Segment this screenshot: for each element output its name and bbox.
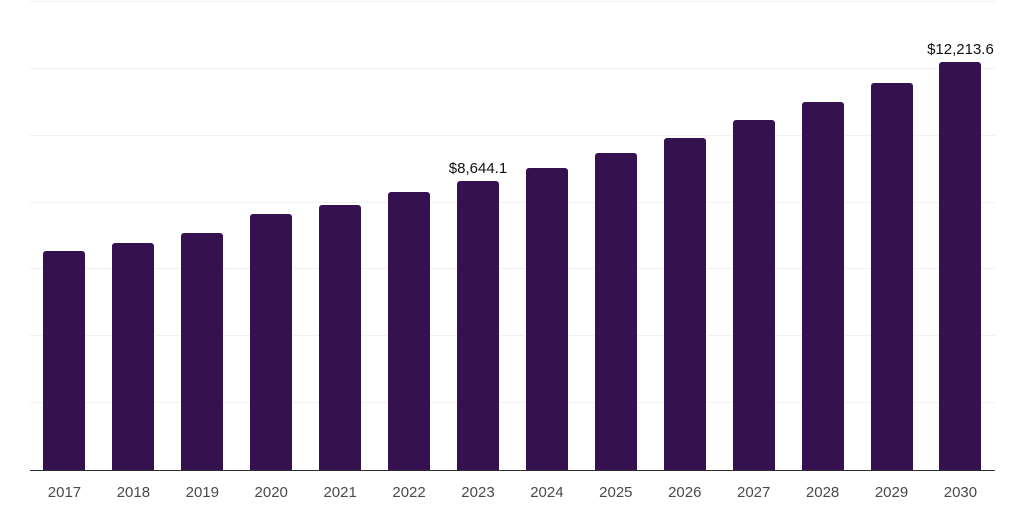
bar-slot: [788, 2, 857, 470]
plot-area: $8,644.1 $12,213.6: [30, 1, 995, 471]
bar-2019: [181, 233, 224, 470]
x-tick-label-2025: 2025: [599, 484, 633, 501]
gridline: [30, 335, 995, 337]
bar-2025: [594, 152, 637, 470]
gridline: [30, 268, 995, 270]
bar-2027: [732, 120, 775, 470]
gridline: [30, 67, 995, 69]
bar-2018: [112, 242, 155, 470]
x-tick-label-2029: 2029: [874, 484, 909, 501]
x-tick-label-2020: 2020: [254, 484, 288, 501]
x-tick-label-2027: 2027: [736, 484, 771, 501]
x-tick-label-2017: 2017: [47, 484, 82, 501]
bar-2024: [525, 167, 568, 470]
bar-slot: $12,213.6: [926, 2, 995, 470]
bar-slot: [512, 2, 581, 470]
bar-2022: [388, 191, 431, 470]
bar-2021: [319, 204, 362, 470]
bar-slot: $8,644.1: [444, 2, 513, 470]
value-label-2023: $8,644.1: [448, 160, 508, 178]
x-tick-label-2021: 2021: [323, 484, 357, 501]
x-tick-label-2028: 2028: [805, 484, 840, 501]
x-tick-label-2026: 2026: [668, 484, 702, 501]
bars-container: $8,644.1 $12,213.6: [30, 2, 995, 470]
bar-2017: [43, 251, 86, 470]
bar-2028: [801, 102, 844, 470]
bar-slot: [237, 2, 306, 470]
bar-2026: [663, 138, 706, 470]
bar-2030: [939, 61, 982, 470]
bar-2023: [456, 181, 499, 470]
bar-slot: [375, 2, 444, 470]
x-tick-label-2030: 2030: [943, 484, 978, 501]
bar-slot: [99, 2, 168, 470]
gridline: [30, 1, 995, 2]
gridline: [30, 402, 995, 404]
bar-slot: [168, 2, 237, 470]
bar-slot: [650, 2, 719, 470]
x-tick-label-2024: 2024: [530, 484, 564, 501]
gridline: [30, 201, 995, 203]
bar-slot: [719, 2, 788, 470]
x-tick-label-2022: 2022: [392, 484, 426, 501]
bar-2029: [870, 82, 913, 470]
x-axis-labels: 2017 2018 2019 2020 2021 2022 2023 2024 2025 2026…: [30, 484, 995, 502]
bar-slot: [30, 2, 99, 470]
gridline: [30, 134, 995, 136]
bar-2020: [250, 214, 293, 470]
x-tick-label-2023: 2023: [461, 484, 495, 501]
x-tick-label-2019: 2019: [185, 484, 219, 501]
value-label-2030: $12,213.6: [927, 40, 994, 58]
bar-slot: [306, 2, 375, 470]
x-tick-label-2018: 2018: [116, 484, 151, 501]
bar-slot: [857, 2, 926, 470]
bar-slot: [581, 2, 650, 470]
